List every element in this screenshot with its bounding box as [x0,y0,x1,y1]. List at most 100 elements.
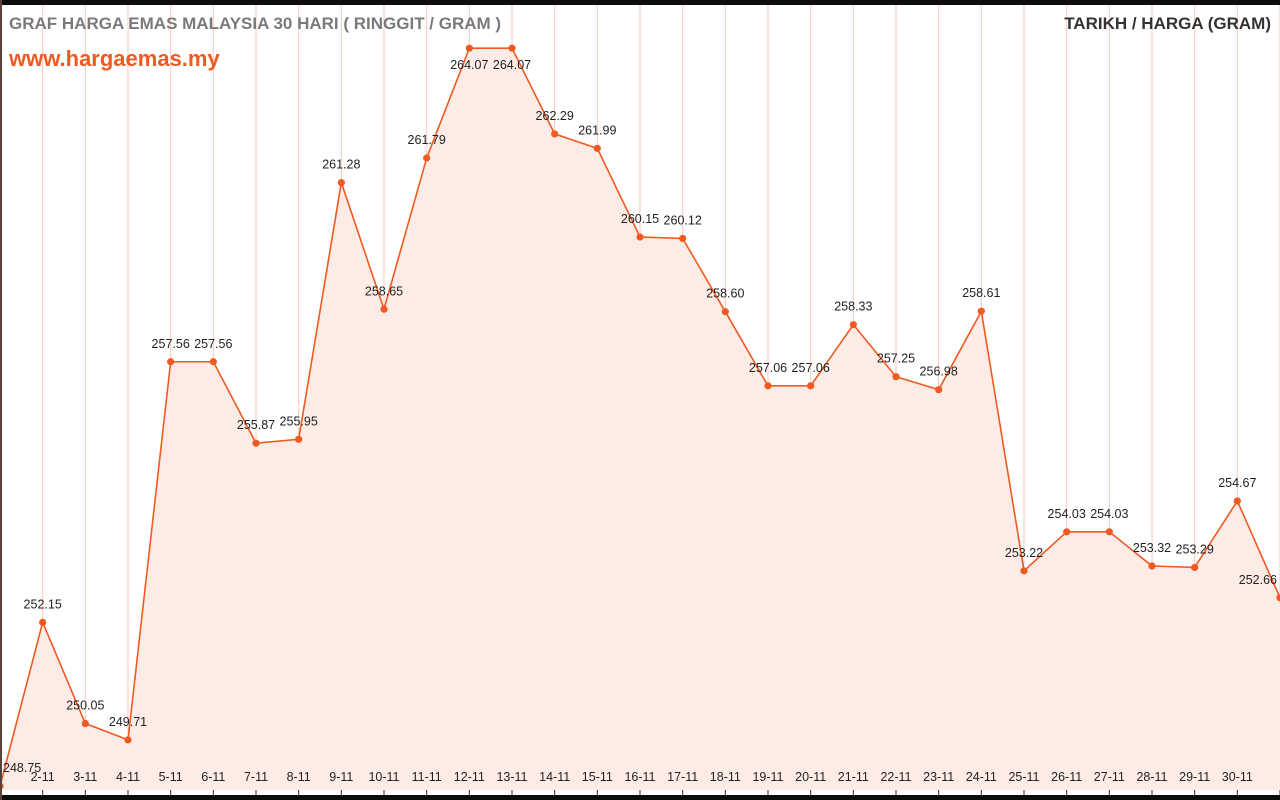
x-label: 17-11 [667,770,698,784]
x-label: 7-11 [244,770,268,784]
right-title: TARIKH / HARGA (GRAM) [1064,14,1271,33]
data-point [764,382,772,390]
data-point [679,234,687,243]
data-label: 252.15 [24,597,62,611]
x-label: 16-11 [624,770,655,784]
data-label: 257.06 [792,361,830,375]
data-label: 262.29 [536,109,574,123]
data-label: 258.61 [962,286,1000,300]
x-label: 24-11 [966,770,997,784]
data-point [849,321,857,329]
data-point [593,144,601,152]
x-label: 14-11 [539,770,570,784]
x-label: 28-11 [1136,770,1167,784]
area-fill [0,48,1280,791]
data-label: 260.15 [621,212,659,226]
data-label: 254.67 [1218,476,1256,490]
data-label: 255.95 [280,414,318,428]
x-label: 22-11 [880,770,911,784]
data-label: 257.25 [877,352,915,366]
data-point [1233,497,1241,505]
data-label: 257.56 [152,337,190,351]
x-label: 8-11 [287,770,311,784]
x-label: 4-11 [116,770,140,784]
data-point [1148,562,1156,570]
x-label: 10-11 [368,770,399,784]
x-label: 30-11 [1222,770,1253,784]
data-point [81,719,89,728]
x-label: 13-11 [496,770,527,784]
site-url[interactable]: www.hargaemas.my [9,46,220,71]
data-label: 264.07 [493,58,531,72]
data-label: 258.33 [834,300,872,314]
data-point [295,435,303,443]
data-point [1063,528,1071,536]
data-point [1191,563,1199,572]
data-labels: 248.75 252.15 250.05 249.71 257.56 257.56 255.… [3,58,1277,775]
data-point [209,358,217,366]
data-point [39,618,47,626]
data-point [508,44,516,52]
x-label: 20-11 [795,770,826,784]
data-point [1020,567,1028,575]
x-label: 5-11 [159,770,183,784]
data-label: 253.29 [1176,542,1214,556]
top-bar [0,0,1280,5]
x-label: 12-11 [454,770,485,784]
data-point [167,358,175,366]
data-point [636,233,644,241]
x-label: 18-11 [710,770,741,784]
x-label: 27-11 [1094,770,1125,784]
data-label: 254.03 [1048,507,1086,521]
x-label: 15-11 [582,770,613,784]
x-label: 2-11 [31,770,55,784]
data-point [423,154,431,162]
data-point [977,307,985,315]
data-label: 261.99 [578,123,616,137]
data-point [935,386,943,394]
x-label: 26-11 [1051,770,1082,784]
x-label: 25-11 [1008,770,1039,784]
data-label: 261.79 [408,133,446,147]
data-label: 264.07 [450,58,488,72]
x-label: 9-11 [329,770,353,784]
x-label: 23-11 [923,770,954,784]
chart-title: GRAF HARGA EMAS MALAYSIA 30 HARI ( RINGG… [9,14,502,33]
data-label: 258.65 [365,284,403,298]
data-label: 253.32 [1133,541,1171,555]
bottom-bar [0,795,1280,800]
x-label: 6-11 [201,770,225,784]
data-label: 257.06 [749,361,787,375]
data-label: 261.28 [322,158,360,172]
data-label: 248.75 [3,761,41,775]
x-label: 11-11 [412,770,442,784]
data-label: 253.22 [1005,546,1043,560]
data-label: 250.05 [66,699,104,713]
left-border [0,0,2,800]
x-label: 19-11 [752,770,783,784]
data-point [252,439,260,447]
data-point [551,130,559,138]
x-axis-labels: 2-11 3-11 4-11 5-11 6-11 7-11 8-11 9-11 10-11 11-… [31,770,1253,784]
data-label: 258.60 [706,287,744,301]
data-label: 252.66 [1239,573,1277,587]
x-label: 21-11 [838,770,869,784]
data-point [124,736,132,744]
data-point [337,178,345,187]
data-point [807,382,815,390]
data-point [380,305,388,313]
data-label: 260.12 [664,213,702,227]
data-label: 256.98 [920,365,958,379]
data-point [465,44,473,52]
data-point [1105,528,1113,536]
x-label: 3-11 [73,770,97,784]
data-point [721,308,729,316]
data-point [1276,594,1280,602]
data-label: 255.87 [237,418,275,432]
x-label: 29-11 [1179,770,1210,784]
data-label: 254.03 [1090,507,1128,521]
data-label: 249.71 [109,715,147,729]
data-label: 257.56 [194,337,232,351]
data-point [892,373,900,381]
